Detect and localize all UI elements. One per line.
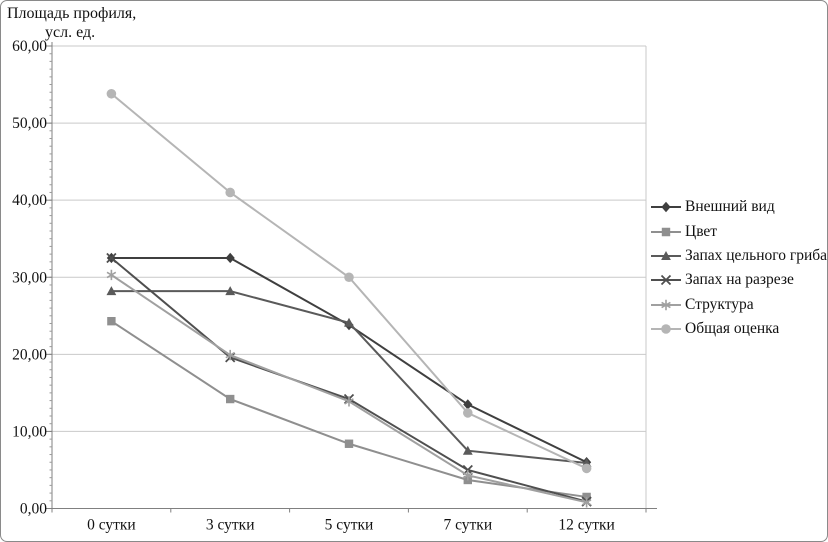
diamond-marker [661, 201, 671, 213]
legend-square-icon [651, 227, 681, 236]
legend-asterisk-icon [651, 299, 681, 310]
diamond-marker [463, 399, 473, 410]
legend: Внешний вид Цвет Запах цельного гриба Запах… [650, 195, 827, 341]
legend-circle-icon [651, 324, 681, 334]
square-marker [661, 227, 671, 236]
y-tick-label: 10,00 [12, 423, 47, 440]
x-marker [106, 252, 117, 264]
asterisk-marker [106, 269, 117, 281]
y-tick-label: 20,00 [12, 346, 47, 363]
triangle-marker [106, 286, 117, 296]
legend-diamond-icon [651, 201, 681, 213]
legend-item: Запах цельного гриба [650, 244, 827, 268]
series-0 [106, 252, 592, 468]
legend-triangle-icon [651, 250, 681, 260]
asterisk-marker [462, 470, 473, 481]
legend-item: Запах на разрезе [650, 268, 827, 292]
series-4 [106, 269, 592, 508]
asterisk-marker [344, 396, 354, 407]
x-tick-label: 0 сутки [87, 517, 136, 534]
square-marker [226, 394, 235, 404]
circle-marker [344, 272, 354, 283]
asterisk-marker [581, 497, 592, 508]
asterisk-marker [661, 299, 671, 310]
square-marker [344, 439, 354, 448]
diamond-marker [225, 252, 235, 264]
legend-label: Запах на разрезе [685, 271, 794, 289]
asterisk-marker [225, 349, 236, 361]
circle-marker [581, 463, 592, 474]
y-tick-label: 50,00 [12, 115, 47, 132]
y-tick-label: 40,00 [12, 192, 47, 209]
x-tick-label: 12 сутки [558, 517, 614, 534]
series-line [110, 257, 587, 503]
circle-marker [661, 324, 671, 334]
series-1 [107, 316, 591, 502]
triangle-marker [344, 317, 354, 327]
square-marker [107, 316, 116, 326]
triangle-marker [225, 286, 236, 296]
x-tick-label: 7 сутки [443, 517, 492, 534]
legend-label: Внешний вид [685, 198, 775, 216]
legend-item: Общая оценка [650, 317, 827, 341]
legend-item: Структура [650, 293, 827, 317]
legend-label: Структура [685, 295, 754, 313]
triangle-marker [661, 250, 671, 260]
y-tick-label: 0,00 [20, 501, 47, 518]
y-tick-label: 30,00 [12, 269, 47, 286]
legend-x-icon [651, 275, 681, 286]
triangle-marker [462, 445, 473, 455]
legend-item: Цвет [650, 219, 827, 243]
x-marker [660, 275, 672, 286]
legend-label: Цвет [685, 222, 718, 240]
legend-label: Запах цельного гриба [685, 246, 828, 264]
y-axis-title: Площадь профиля, усл. ед. [7, 4, 136, 42]
circle-marker [463, 408, 473, 418]
x-tick-label: 3 сутки [206, 517, 255, 534]
legend-label: Общая оценка [685, 320, 780, 338]
circle-marker [106, 88, 117, 99]
y-tick-label: 60,00 [12, 38, 47, 55]
legend-item: Внешний вид [650, 195, 827, 219]
series-5 [106, 88, 592, 474]
y-axis-title-line2: усл. ед. [45, 24, 96, 41]
y-axis-title-line1: Площадь профиля, [7, 5, 137, 22]
circle-marker [225, 187, 235, 198]
series-line [110, 274, 587, 504]
series-line [110, 320, 587, 498]
x-tick-label: 5 сутки [325, 517, 374, 534]
